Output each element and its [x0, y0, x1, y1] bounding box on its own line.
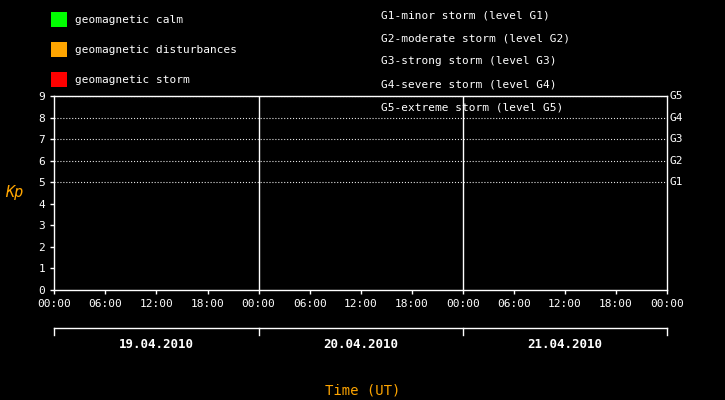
Text: G5: G5	[669, 91, 683, 101]
Text: G3-strong storm (level G3): G3-strong storm (level G3)	[381, 56, 556, 66]
Text: geomagnetic calm: geomagnetic calm	[75, 15, 183, 25]
Text: Time (UT): Time (UT)	[325, 383, 400, 397]
Text: G5-extreme storm (level G5): G5-extreme storm (level G5)	[381, 103, 563, 113]
Text: G4-severe storm (level G4): G4-severe storm (level G4)	[381, 80, 556, 90]
Text: G2-moderate storm (level G2): G2-moderate storm (level G2)	[381, 33, 570, 43]
Text: 19.04.2010: 19.04.2010	[119, 338, 194, 350]
Text: G1: G1	[669, 177, 683, 187]
Text: 20.04.2010: 20.04.2010	[323, 338, 398, 350]
Text: G3: G3	[669, 134, 683, 144]
Text: G2: G2	[669, 156, 683, 166]
Text: Kp: Kp	[5, 186, 24, 200]
Text: G4: G4	[669, 112, 683, 122]
Text: geomagnetic disturbances: geomagnetic disturbances	[75, 45, 237, 55]
Text: G1-minor storm (level G1): G1-minor storm (level G1)	[381, 10, 550, 20]
Text: geomagnetic storm: geomagnetic storm	[75, 74, 190, 85]
Text: 21.04.2010: 21.04.2010	[527, 338, 602, 350]
